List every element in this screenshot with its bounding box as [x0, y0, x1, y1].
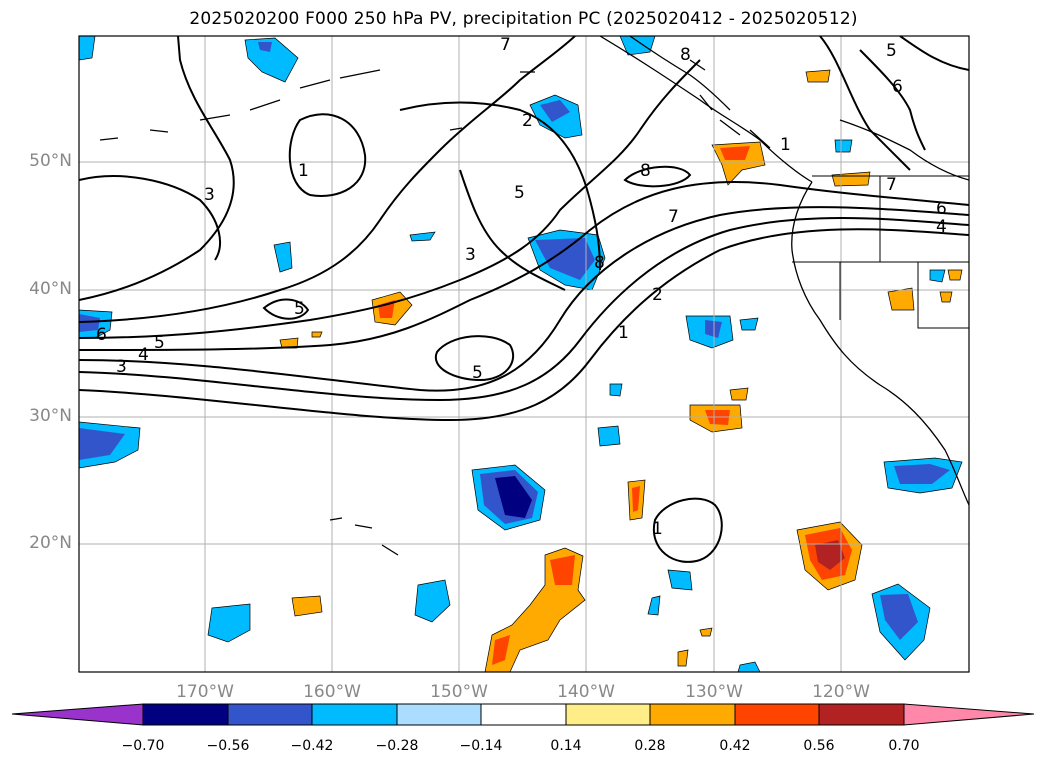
lon-label: 120°W — [812, 682, 870, 702]
contour-label: 4 — [936, 217, 947, 237]
colorbar-tick: −0.70 — [121, 738, 165, 754]
contour-label: 3 — [116, 357, 127, 377]
contour-label: 5 — [886, 41, 897, 61]
precip-positive-areas — [279, 69, 963, 672]
lat-label: 50°N — [29, 151, 72, 171]
lat-label: 40°N — [29, 279, 72, 299]
colorbar-tick: −0.28 — [375, 738, 419, 754]
contour-label: 6 — [96, 325, 107, 345]
map-frame — [78, 35, 970, 673]
contour-label: 6 — [936, 199, 947, 219]
contour-label: 1 — [780, 135, 791, 155]
contour-label: 7 — [500, 35, 511, 55]
colorbar-tick: −0.14 — [459, 738, 503, 754]
contour-label: 8 — [640, 161, 651, 181]
contour-label: 5 — [472, 363, 483, 383]
contour-label: 7 — [886, 175, 897, 195]
lat-label: 20°N — [29, 533, 72, 553]
lon-label: 160°W — [303, 682, 361, 702]
colorbar-tick: −0.42 — [290, 738, 334, 754]
lat-label: 30°N — [29, 406, 72, 426]
pv-contours — [79, 36, 969, 563]
contour-label: 5 — [154, 333, 165, 353]
colorbar-tick: 0.14 — [550, 738, 582, 754]
contour-label: 2 — [522, 111, 533, 131]
contour-label: 8 — [594, 253, 605, 273]
contour-label: 6 — [892, 77, 903, 97]
lon-label: 170°W — [176, 682, 234, 702]
contour-label: 1 — [618, 323, 629, 343]
colorbar-tick: −0.56 — [206, 738, 250, 754]
colorbar-tick: 0.56 — [803, 738, 835, 754]
lon-label: 130°W — [685, 682, 743, 702]
colorbar-tick: 0.42 — [719, 738, 751, 754]
contour-label: 3 — [465, 245, 476, 265]
contour-label: 1 — [298, 161, 309, 181]
colorbar — [11, 703, 1035, 726]
contour-label: 8 — [680, 45, 691, 65]
contour-label: 3 — [204, 185, 215, 205]
lon-label: 140°W — [557, 682, 615, 702]
map-title: 2025020200 F000 250 hPa PV, precipitatio… — [189, 9, 858, 29]
contour-label: 1 — [652, 519, 663, 539]
coastlines — [99, 36, 969, 556]
colorbar-tick: 0.28 — [634, 738, 666, 754]
graticule — [79, 36, 969, 672]
contour-label: 2 — [652, 285, 663, 305]
contour-label: 5 — [514, 183, 525, 203]
pv-contour-labels: 7 8 5 6 1 8 3 2 5 1 8 7 3 6 4 7 5 5 2 6 … — [96, 35, 947, 539]
contour-label: 5 — [294, 299, 305, 319]
colorbar-tick: 0.70 — [888, 738, 920, 754]
contour-label: 7 — [668, 207, 679, 227]
contour-label: 4 — [138, 345, 149, 365]
lon-label: 150°W — [430, 682, 488, 702]
